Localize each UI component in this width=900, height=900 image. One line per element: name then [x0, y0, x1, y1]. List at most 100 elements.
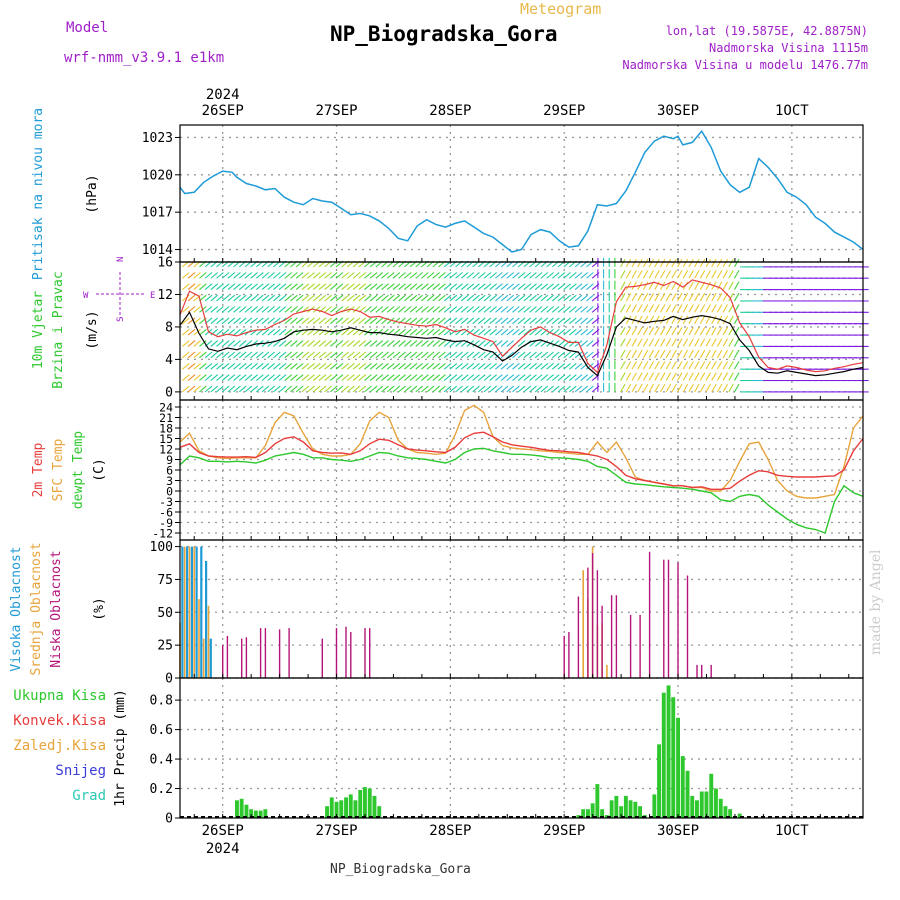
cloud-bar-2-12: [364, 628, 366, 678]
wind-arrow: [352, 306, 361, 313]
wind-arrow: [728, 338, 734, 347]
wind-arrow: [569, 385, 577, 393]
wind-arrow: [574, 306, 583, 313]
wind-arrow: [199, 340, 207, 347]
wind-arrow: [563, 283, 571, 291]
wind-arrow: [221, 306, 230, 313]
cloud-bar-1-4: [198, 599, 200, 678]
wind-arrow: [403, 340, 412, 347]
legend-freezing: Zaledj.Kisa: [13, 738, 106, 754]
wind-arrow: [290, 317, 298, 325]
wind-arrow: [620, 327, 626, 336]
wind-arrow: [586, 328, 594, 336]
precip-bar-22: [590, 803, 595, 818]
wind-arrow: [495, 351, 503, 359]
y-tick-label-temperature-8: 0: [166, 485, 173, 499]
cloud-bar-0-1: [186, 546, 189, 678]
wind-arrow: [233, 351, 241, 359]
wind-arrow: [256, 294, 264, 302]
wind-arrow: [256, 385, 264, 393]
wind-arrow: [523, 362, 532, 370]
wind-arrow: [466, 272, 475, 279]
wind-arrow: [506, 283, 515, 291]
wind-arrow: [312, 340, 321, 347]
wind-arrow: [443, 385, 452, 393]
wind-arrow: [443, 362, 452, 370]
temp-axis-title-2: SFC Temp: [51, 439, 66, 502]
wind-arrow: [403, 306, 412, 313]
wind-arrow: [540, 294, 549, 302]
cloud-bar-2-13: [369, 628, 371, 678]
model-label: Model: [66, 20, 109, 36]
wind-arrow: [517, 385, 526, 393]
wind-arrow: [642, 281, 649, 290]
wind-arrow: [386, 272, 395, 279]
wind-arrow: [529, 351, 537, 359]
top-date-label-4: 30SEP: [657, 103, 699, 119]
wind-arrow: [569, 374, 577, 381]
wind-arrow: [460, 306, 469, 313]
wind-arrow: [517, 317, 526, 325]
wind-arrow: [238, 294, 247, 302]
wind-arrow: [438, 385, 446, 393]
wind-arrow: [204, 283, 213, 291]
y-tick-label-precipitation-0: 0: [165, 812, 173, 827]
wind-arrow: [483, 283, 492, 291]
wind-arrow: [238, 362, 247, 370]
wind-arrow: [432, 362, 441, 370]
wind-arrow: [278, 306, 287, 313]
wind-arrow: [335, 306, 344, 313]
wind-arrow: [506, 328, 515, 336]
wind-arrow: [244, 385, 253, 393]
compass-n: N: [116, 257, 126, 262]
wind-arrow: [466, 306, 475, 313]
wind-arrow: [489, 385, 497, 393]
wind-arrow: [381, 306, 389, 313]
wind-arrow: [193, 272, 201, 279]
wind-arrow: [364, 351, 372, 359]
wind-arrow: [392, 317, 401, 325]
wind-arrow: [694, 327, 700, 336]
pressure-line: [179, 129, 864, 253]
wind-arrow: [381, 283, 389, 291]
precip-bar-31: [633, 801, 638, 818]
wind-arrow: [495, 328, 503, 336]
wind-arrow: [375, 272, 384, 279]
wind-arrow: [358, 317, 367, 325]
wind-arrow: [318, 272, 327, 279]
wind-arrow: [654, 383, 660, 393]
wind-arrow: [364, 362, 372, 370]
wind-arrow: [210, 362, 219, 370]
wind-arrow: [375, 340, 384, 347]
wind-arrow: [733, 327, 740, 336]
wind-arrow: [409, 351, 418, 359]
wind-arrow: [267, 328, 275, 336]
wind-arrow: [625, 361, 632, 370]
wind-arrow: [199, 385, 207, 393]
wind-arrow: [364, 272, 372, 279]
wind-arrow: [455, 351, 463, 359]
wind-arrow: [569, 306, 577, 313]
y-tick-label-precipitation-1: 0.2: [150, 782, 173, 797]
wind-arrow: [352, 283, 361, 291]
wind-arrow: [284, 362, 293, 370]
wind-arrow: [199, 362, 207, 370]
wind-arrow: [352, 374, 361, 381]
wind-arrow: [449, 328, 458, 336]
wind-arrow: [267, 306, 275, 313]
wind-arrow: [472, 351, 480, 359]
wind-arrow: [722, 338, 729, 347]
cloud-bar-1-6: [207, 605, 210, 678]
wind-arrow: [347, 340, 355, 347]
wind-arrow: [654, 315, 660, 324]
wind-arrow: [631, 292, 637, 302]
wind-arrow: [489, 340, 497, 347]
wind-arrow: [557, 317, 566, 325]
wind-arrow: [193, 340, 201, 347]
wind-arrow: [580, 272, 589, 279]
wind-arrow: [671, 349, 677, 359]
wind-arrow: [318, 385, 327, 393]
wind-arrow: [443, 374, 452, 381]
wind-arrow: [358, 351, 367, 359]
wind-arrow: [307, 362, 315, 370]
